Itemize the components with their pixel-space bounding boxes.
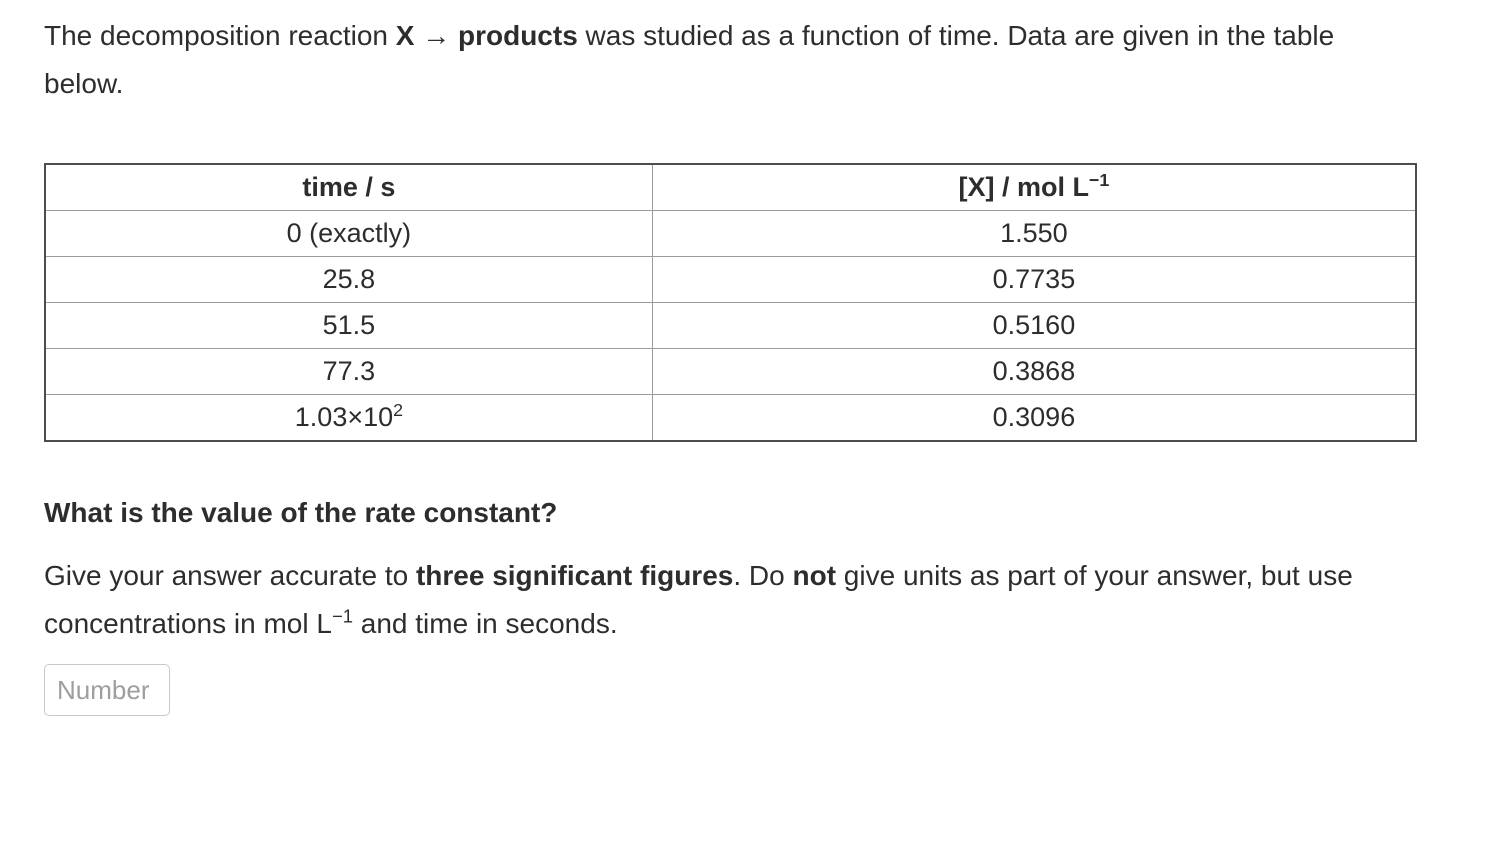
time-cell: 25.8 [44, 256, 653, 303]
table-row: 0 (exactly) 1.550 [44, 210, 1417, 257]
inst-part3: give units as part of your answer, but u… [44, 560, 1353, 639]
instructions-text: Give your answer accurate to three signi… [44, 552, 1384, 648]
col-header-conc-label: [X] / mol L [958, 172, 1090, 202]
conc-cell: 0.3868 [651, 348, 1417, 395]
answer-input[interactable] [44, 664, 170, 716]
time-cell: 0 (exactly) [44, 210, 653, 257]
intro-text: The decomposition reaction X → products … [44, 12, 1417, 108]
question-heading: What is the value of the rate constant? [44, 497, 558, 528]
inst-not: not [792, 560, 837, 591]
col-header-concentration: [X] / mol L−1 [651, 163, 1417, 211]
data-table: time / s [X] / mol L−1 0 (exactly) 1.550… [44, 163, 1417, 442]
conc-cell: 0.5160 [651, 302, 1417, 349]
col-header-time: time / s [44, 163, 653, 211]
reaction-equation: X → products [395, 20, 578, 51]
intro-part2: was studied as a function of time. Data … [44, 20, 1335, 99]
table-header-row: time / s [X] / mol L−1 [44, 163, 1417, 211]
inst-part2: . Do [733, 560, 793, 591]
intro-part1: The decomposition reaction [44, 20, 396, 51]
table-row: 1.03×102 0.3096 [44, 394, 1417, 442]
time-cell: 51.5 [44, 302, 653, 349]
inst-part1: Give your answer accurate to [44, 560, 416, 591]
col-header-time-label: time / s [302, 172, 396, 202]
time-value-exponent: 2 [393, 400, 404, 420]
conc-cell: 0.3096 [651, 394, 1417, 442]
table-row: 51.5 0.5160 [44, 302, 1417, 349]
table-row: 25.8 0.7735 [44, 256, 1417, 303]
conc-cell: 1.550 [651, 210, 1417, 257]
time-value-base: 1.03×10 [294, 402, 394, 432]
time-cell: 1.03×102 [44, 394, 653, 442]
inst-part4: and time in seconds. [353, 608, 618, 639]
table-row: 77.3 0.3868 [44, 348, 1417, 395]
inst-sigfigs: three significant figures [415, 560, 734, 591]
conc-cell: 0.7735 [651, 256, 1417, 303]
inst-exponent: −1 [331, 605, 353, 627]
conc-header-exponent: −1 [1089, 170, 1110, 190]
time-cell: 77.3 [44, 348, 653, 395]
